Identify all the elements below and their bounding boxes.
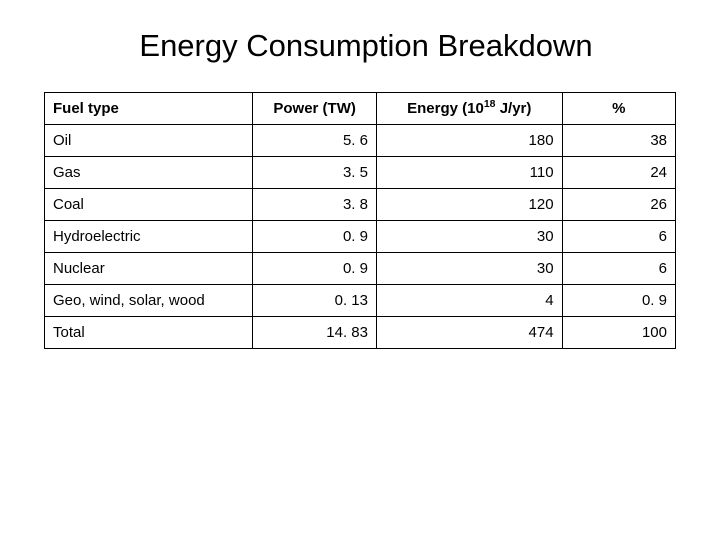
table-header-row: Fuel type Power (TW) Energy (1018 J/yr) …	[45, 93, 676, 125]
energy-table: Fuel type Power (TW) Energy (1018 J/yr) …	[44, 92, 676, 349]
cell-power: 3. 5	[253, 157, 377, 189]
col-header-energy-sup: 18	[484, 98, 496, 110]
page-title: Energy Consumption Breakdown	[56, 28, 676, 64]
col-header-energy-suffix: J/yr)	[496, 100, 532, 117]
cell-power: 3. 8	[253, 189, 377, 221]
cell-energy: 110	[376, 157, 562, 189]
cell-power: 5. 6	[253, 125, 377, 157]
cell-power: 0. 9	[253, 221, 377, 253]
cell-pct: 6	[562, 253, 675, 285]
col-header-energy-prefix: Energy (10	[407, 100, 484, 117]
col-header-power: Power (TW)	[253, 93, 377, 125]
cell-pct: 100	[562, 317, 675, 349]
cell-pct: 26	[562, 189, 675, 221]
cell-energy: 30	[376, 221, 562, 253]
table-row: Coal 3. 8 120 26	[45, 189, 676, 221]
table-body: Oil 5. 6 180 38 Gas 3. 5 110 24 Coal 3. …	[45, 125, 676, 349]
table-row: Total 14. 83 474 100	[45, 317, 676, 349]
cell-pct: 6	[562, 221, 675, 253]
cell-fuel: Nuclear	[45, 253, 253, 285]
cell-power: 0. 9	[253, 253, 377, 285]
cell-power: 0. 13	[253, 285, 377, 317]
table-row: Geo, wind, solar, wood 0. 13 4 0. 9	[45, 285, 676, 317]
cell-pct: 24	[562, 157, 675, 189]
cell-fuel: Gas	[45, 157, 253, 189]
cell-fuel: Hydroelectric	[45, 221, 253, 253]
table-row: Gas 3. 5 110 24	[45, 157, 676, 189]
cell-pct: 38	[562, 125, 675, 157]
table-row: Hydroelectric 0. 9 30 6	[45, 221, 676, 253]
cell-energy: 474	[376, 317, 562, 349]
col-header-fuel: Fuel type	[45, 93, 253, 125]
cell-pct: 0. 9	[562, 285, 675, 317]
cell-fuel: Geo, wind, solar, wood	[45, 285, 253, 317]
cell-energy: 180	[376, 125, 562, 157]
cell-fuel: Oil	[45, 125, 253, 157]
col-header-pct: %	[562, 93, 675, 125]
table-row: Nuclear 0. 9 30 6	[45, 253, 676, 285]
cell-power: 14. 83	[253, 317, 377, 349]
col-header-energy: Energy (1018 J/yr)	[376, 93, 562, 125]
cell-energy: 30	[376, 253, 562, 285]
cell-energy: 4	[376, 285, 562, 317]
slide: Energy Consumption Breakdown Fuel type P…	[0, 0, 720, 540]
table-row: Oil 5. 6 180 38	[45, 125, 676, 157]
cell-fuel: Total	[45, 317, 253, 349]
cell-energy: 120	[376, 189, 562, 221]
cell-fuel: Coal	[45, 189, 253, 221]
